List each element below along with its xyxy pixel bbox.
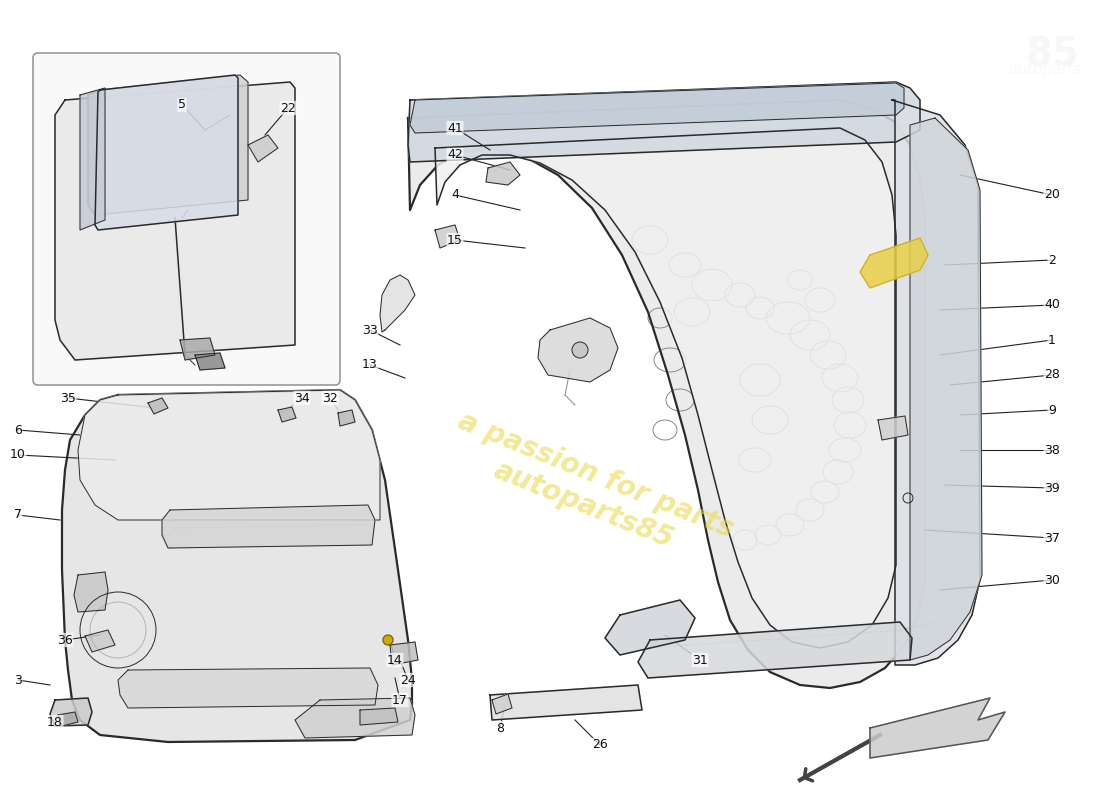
Text: a passion for parts
autoparts85: a passion for parts autoparts85 <box>442 407 738 573</box>
Polygon shape <box>88 75 248 215</box>
Polygon shape <box>379 275 415 332</box>
Text: 7: 7 <box>14 509 22 522</box>
Text: 6: 6 <box>14 423 22 437</box>
Text: 38: 38 <box>1044 443 1060 457</box>
Polygon shape <box>118 668 378 708</box>
Text: 10: 10 <box>10 449 26 462</box>
Text: 36: 36 <box>57 634 73 646</box>
Text: 20: 20 <box>1044 189 1060 202</box>
Text: 13: 13 <box>362 358 378 371</box>
Polygon shape <box>605 600 695 655</box>
Text: 34: 34 <box>294 391 310 405</box>
Polygon shape <box>860 238 928 288</box>
Text: 17: 17 <box>392 694 408 706</box>
Polygon shape <box>492 694 512 714</box>
Polygon shape <box>434 225 460 248</box>
Circle shape <box>383 635 393 645</box>
Polygon shape <box>538 318 618 382</box>
Polygon shape <box>278 407 296 422</box>
Text: 4: 4 <box>451 189 459 202</box>
Text: 22: 22 <box>280 102 296 114</box>
Polygon shape <box>195 353 226 370</box>
Text: 40: 40 <box>1044 298 1060 311</box>
Circle shape <box>572 342 588 358</box>
Polygon shape <box>638 622 912 678</box>
Text: 41: 41 <box>447 122 463 134</box>
Polygon shape <box>408 100 925 688</box>
Polygon shape <box>360 708 398 725</box>
Polygon shape <box>85 630 116 652</box>
Polygon shape <box>486 162 520 185</box>
Text: 26: 26 <box>592 738 608 751</box>
Polygon shape <box>95 75 238 230</box>
Text: 42: 42 <box>447 149 463 162</box>
Polygon shape <box>58 712 78 726</box>
Text: 30: 30 <box>1044 574 1060 586</box>
Polygon shape <box>434 128 896 648</box>
Text: 24: 24 <box>400 674 416 686</box>
Polygon shape <box>295 698 415 738</box>
Polygon shape <box>878 416 908 440</box>
Text: 18: 18 <box>47 715 63 729</box>
Polygon shape <box>50 698 92 726</box>
Polygon shape <box>870 698 1005 758</box>
Polygon shape <box>390 642 418 665</box>
Text: autoparts: autoparts <box>1008 62 1082 77</box>
Polygon shape <box>148 398 168 414</box>
Text: 9: 9 <box>1048 403 1056 417</box>
Polygon shape <box>180 338 214 360</box>
Text: 39: 39 <box>1044 482 1060 494</box>
Text: 35: 35 <box>60 391 76 405</box>
Polygon shape <box>410 83 904 133</box>
Polygon shape <box>162 505 375 548</box>
Polygon shape <box>62 390 413 742</box>
Polygon shape <box>490 685 642 720</box>
Text: 15: 15 <box>447 234 463 246</box>
Polygon shape <box>338 410 355 426</box>
Text: 1: 1 <box>1048 334 1056 346</box>
Text: 33: 33 <box>362 323 378 337</box>
Polygon shape <box>892 100 980 665</box>
Text: 37: 37 <box>1044 531 1060 545</box>
Polygon shape <box>910 118 982 660</box>
FancyBboxPatch shape <box>33 53 340 385</box>
Polygon shape <box>55 82 295 360</box>
Polygon shape <box>248 135 278 162</box>
Text: 14: 14 <box>387 654 403 666</box>
Polygon shape <box>80 88 104 230</box>
Text: 8: 8 <box>496 722 504 734</box>
Text: 3: 3 <box>14 674 22 686</box>
Text: 5: 5 <box>178 98 186 111</box>
Polygon shape <box>408 82 920 162</box>
Polygon shape <box>74 572 108 612</box>
Polygon shape <box>78 390 380 520</box>
Text: 31: 31 <box>692 654 708 666</box>
Text: 32: 32 <box>322 391 338 405</box>
Text: 28: 28 <box>1044 369 1060 382</box>
Text: 85: 85 <box>1026 35 1080 73</box>
Text: 2: 2 <box>1048 254 1056 266</box>
